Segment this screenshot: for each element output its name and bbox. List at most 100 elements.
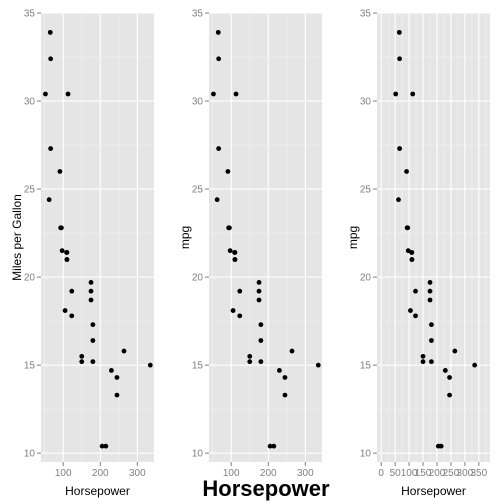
panel-3-point xyxy=(397,56,402,62)
panel-2-x-tick-label: 100 xyxy=(223,468,240,479)
panel-3-y-axis: 10 15 20 25 30 35 xyxy=(360,9,377,460)
panel-3-points xyxy=(393,29,478,449)
panel-3-point xyxy=(452,348,458,354)
panel-2-background xyxy=(209,13,322,462)
panel-1-point xyxy=(57,169,63,174)
panel-3-point xyxy=(413,313,418,319)
panel-1-x-tick-label: 200 xyxy=(92,468,109,479)
panel-2-x-axis: 100 200 300 xyxy=(223,462,314,479)
panel-2-point xyxy=(258,338,264,343)
panel-3-x-axis-title: Horsepower xyxy=(401,484,466,498)
panel-2-y-tick-label: 20 xyxy=(192,273,204,284)
panel-1-y-tick-label: 30 xyxy=(24,97,36,108)
panel-1-point xyxy=(48,146,54,151)
panel-2-y-tick-label: 35 xyxy=(192,9,204,20)
panel-1-grid xyxy=(41,12,154,462)
panel-3-x-tick-label: 300 xyxy=(457,468,474,479)
panel-3-grid xyxy=(377,12,490,462)
panel-2-point xyxy=(225,169,231,174)
panel-3-point xyxy=(413,288,418,294)
panel-1-y-tick-label: 35 xyxy=(24,9,36,20)
panel-3-point xyxy=(427,297,433,303)
panel-2-y-tick-label: 10 xyxy=(192,449,204,460)
panel-2-point xyxy=(276,368,282,373)
panel-1-point xyxy=(43,91,48,97)
panel-3-point xyxy=(447,375,452,380)
panel-1-y-tick-label: 20 xyxy=(24,273,36,284)
panel-2-point xyxy=(271,443,277,449)
panel-2-point xyxy=(256,297,262,303)
panel-3-x-tick-label: 250 xyxy=(443,468,460,479)
panel-3-point xyxy=(438,443,444,449)
panel-2-point xyxy=(247,359,253,365)
panel-3-point xyxy=(472,362,478,368)
panel-3-x-tick-label: 350 xyxy=(470,468,487,479)
panel-3-y-tick-label: 25 xyxy=(360,185,372,196)
panel-3-x-tick-label: 150 xyxy=(415,468,432,479)
panel-2-y-tick-label: 15 xyxy=(192,361,204,372)
panel-2-point xyxy=(214,197,220,203)
panel-1-point xyxy=(103,443,109,449)
panel-1-point xyxy=(121,348,127,354)
panel-3-x-tick-label: 50 xyxy=(390,468,402,479)
panel-2-point xyxy=(230,308,236,313)
panel-1-background xyxy=(41,13,154,462)
panel-3-point xyxy=(393,91,399,97)
panel-2-point xyxy=(256,280,262,285)
panel-1-y-axis-title: Miles per Gallon xyxy=(10,194,24,281)
panel-3-point xyxy=(420,359,426,365)
panel-2-point xyxy=(237,288,243,294)
panel-3-point xyxy=(405,225,411,231)
panel-1-y-tick-label: 15 xyxy=(24,361,36,372)
panel-1-x-axis-title: Horsepower xyxy=(65,484,130,498)
panel-1-point xyxy=(79,359,85,365)
panel-2-y-axis: 10 15 20 25 30 35 xyxy=(192,9,209,460)
panel-3-y-tick-label: 30 xyxy=(360,97,372,108)
panel-1-point xyxy=(62,308,68,313)
panel-3-point xyxy=(427,288,433,294)
panel-2-y-tick-label: 25 xyxy=(192,185,204,196)
panel-2-point xyxy=(216,56,222,62)
panel-1-point xyxy=(88,297,94,303)
panel-1-point xyxy=(88,288,94,294)
panel-3-point xyxy=(429,359,434,365)
panel-1-point xyxy=(64,250,69,255)
panel-3-x-tick-label: 100 xyxy=(401,468,418,479)
panel-2-x-axis-title: Horsepower xyxy=(202,476,330,501)
panel-2-point xyxy=(282,375,288,380)
panel-1-point xyxy=(108,368,114,373)
panel-3-y-tick-label: 35 xyxy=(360,9,372,20)
panel-2-point xyxy=(227,248,233,254)
panel-3-y-tick-label: 15 xyxy=(360,361,372,372)
panel-1-point xyxy=(114,392,120,398)
panel-1-point xyxy=(90,338,96,343)
panel-1-point xyxy=(48,56,54,62)
panel-1-point xyxy=(99,443,105,449)
panel-1-y-axis: 10 15 20 25 30 35 xyxy=(24,9,41,460)
panel-3-point xyxy=(410,91,416,97)
panel-2-points xyxy=(211,29,321,449)
panel-1-point xyxy=(47,29,53,35)
panel-3-point xyxy=(397,146,402,151)
panel-3-point xyxy=(442,368,448,373)
panel-1-point xyxy=(79,353,85,359)
panel-3-point xyxy=(420,353,426,359)
panel-2-point xyxy=(211,91,216,97)
panel-1: 10 15 20 25 30 35 100 200 300 Horsepower Miles … xyxy=(10,9,154,498)
panel-3-point xyxy=(408,308,413,313)
panel-1-point xyxy=(114,375,120,380)
panel-3-point xyxy=(409,257,415,262)
panel-1-point xyxy=(88,280,94,285)
panel-3-point xyxy=(409,250,414,255)
panel-3-point xyxy=(404,169,409,174)
panel-2-point xyxy=(315,362,321,368)
panel-1-point xyxy=(64,257,70,262)
panel-1-x-tick-label: 100 xyxy=(55,468,72,479)
panel-1-point xyxy=(59,248,65,254)
panel-3-x-tick-label: 0 xyxy=(378,468,384,479)
panel-2: 10 15 20 25 30 35 100 200 300 Horsepower mpg xyxy=(178,9,330,502)
panel-3-y-axis-title: mpg xyxy=(346,226,360,249)
